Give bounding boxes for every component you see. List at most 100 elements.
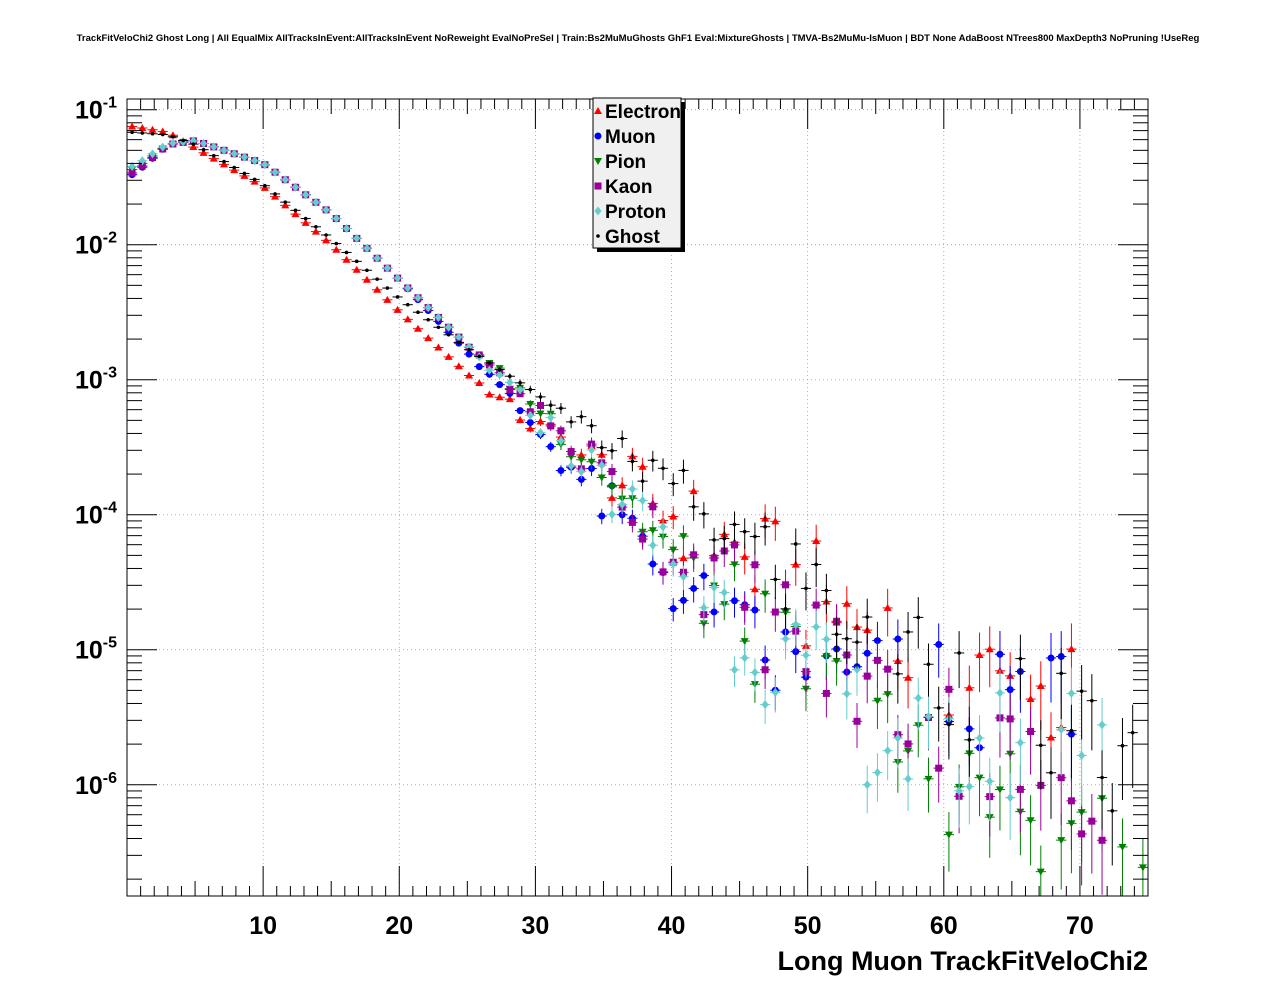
data-point-marker [689, 487, 698, 495]
data-point-marker [855, 640, 859, 644]
data-point-marker [201, 147, 206, 152]
data-point-marker [669, 512, 678, 520]
data-point-marker [537, 401, 545, 409]
data-point-marker [559, 406, 563, 411]
data-point-marker [362, 275, 371, 283]
data-point-marker [394, 273, 402, 283]
x-tick-label: 20 [385, 912, 413, 940]
data-point-marker [730, 561, 739, 569]
data-point-marker [873, 637, 881, 645]
data-point-marker [742, 529, 747, 534]
data-point-marker [1067, 645, 1076, 653]
data-point-marker [191, 142, 196, 146]
data-point-marker [1118, 843, 1127, 851]
data-point-marker [312, 197, 320, 207]
data-point-marker [914, 693, 922, 703]
y-tick-label: 10-5 [75, 635, 117, 665]
data-point-marker [465, 371, 474, 379]
data-point-marker [1026, 817, 1035, 825]
data-point-marker [516, 385, 524, 395]
data-layer [127, 122, 1148, 896]
data-point-marker [240, 171, 249, 179]
data-point-marker [1047, 733, 1056, 741]
data-point-marker [528, 387, 533, 392]
data-point-marker [894, 635, 902, 643]
data-point-marker [485, 365, 493, 375]
legend-entry-ghost: Ghost [596, 227, 661, 248]
data-point-marker [822, 689, 830, 697]
data-point-marker [679, 533, 688, 541]
data-point-marker [342, 255, 351, 263]
data-point-marker [1059, 671, 1064, 676]
data-point-marker [761, 700, 769, 710]
data-point-marker [690, 551, 698, 559]
data-point-marker [271, 167, 279, 177]
data-point-marker [669, 546, 678, 554]
data-point-marker [732, 522, 737, 527]
data-point-marker [588, 445, 596, 455]
data-point-marker [1098, 836, 1106, 844]
x-tick-label: 50 [794, 912, 822, 940]
data-point-marker [263, 183, 267, 188]
data-point-marker [700, 572, 708, 580]
data-point-marker [311, 227, 320, 235]
data-point-marker [303, 216, 308, 221]
data-point-marker [873, 656, 881, 664]
data-point-marker [281, 201, 290, 209]
data-point-marker [955, 786, 963, 796]
data-point-marker [436, 325, 441, 330]
data-point-marker [385, 286, 390, 290]
data-point-marker [271, 192, 280, 200]
data-point-marker [302, 190, 310, 200]
data-point-marker [782, 634, 790, 644]
data-point-marker [496, 381, 504, 389]
data-point-marker [986, 776, 994, 786]
data-point-marker [291, 210, 300, 218]
data-point-marker [884, 746, 892, 756]
legend-label: Muon [605, 127, 656, 148]
y-tick-label: 10-1 [75, 95, 117, 125]
data-point-marker [1026, 695, 1035, 703]
legend-label: Electron [605, 102, 681, 123]
data-point-marker [594, 132, 602, 140]
data-point-marker [393, 305, 402, 313]
data-point-marker [567, 461, 575, 471]
data-point-marker [661, 466, 665, 471]
data-point-marker [1078, 750, 1086, 760]
data-point-marker [700, 603, 708, 613]
x-tick-label: 40 [658, 912, 686, 940]
data-point-marker [189, 143, 198, 151]
data-point-marker [352, 265, 361, 273]
data-point-marker [761, 666, 769, 674]
data-point-marker [710, 608, 718, 616]
data-point-marker [824, 588, 829, 593]
data-point-marker [594, 182, 602, 190]
y-tick-label: 10-2 [75, 230, 117, 260]
data-point-marker [834, 632, 839, 637]
data-point-marker [291, 182, 299, 192]
data-point-marker [712, 538, 716, 542]
data-point-marker [649, 503, 657, 511]
data-point-marker [240, 152, 248, 162]
data-point-marker [404, 283, 412, 293]
data-point-marker [1057, 725, 1065, 735]
data-point-marker [741, 603, 749, 611]
data-point-marker [722, 536, 727, 541]
series-ghost [127, 130, 1138, 866]
data-point-marker [783, 607, 788, 611]
data-point-marker [679, 554, 688, 562]
data-point-marker [365, 268, 369, 273]
data-point-marker [424, 334, 433, 342]
data-point-marker [976, 733, 984, 743]
data-point-marker [587, 458, 596, 466]
data-point-marker [628, 518, 636, 526]
data-point-marker [690, 584, 698, 592]
data-point-marker [496, 370, 504, 380]
y-tick-labels: 10-6 10-5 10-4 10-3 10-2 10-1 [75, 95, 117, 800]
data-point-marker [536, 417, 545, 425]
data-point-marker [679, 596, 687, 604]
data-point-marker [465, 342, 473, 352]
legend-entry-pion: Pion [594, 152, 646, 173]
chart-title: TrackFitVeloChi2 Ghost Long | All EqualM… [76, 33, 1200, 44]
data-point-marker [957, 651, 961, 655]
